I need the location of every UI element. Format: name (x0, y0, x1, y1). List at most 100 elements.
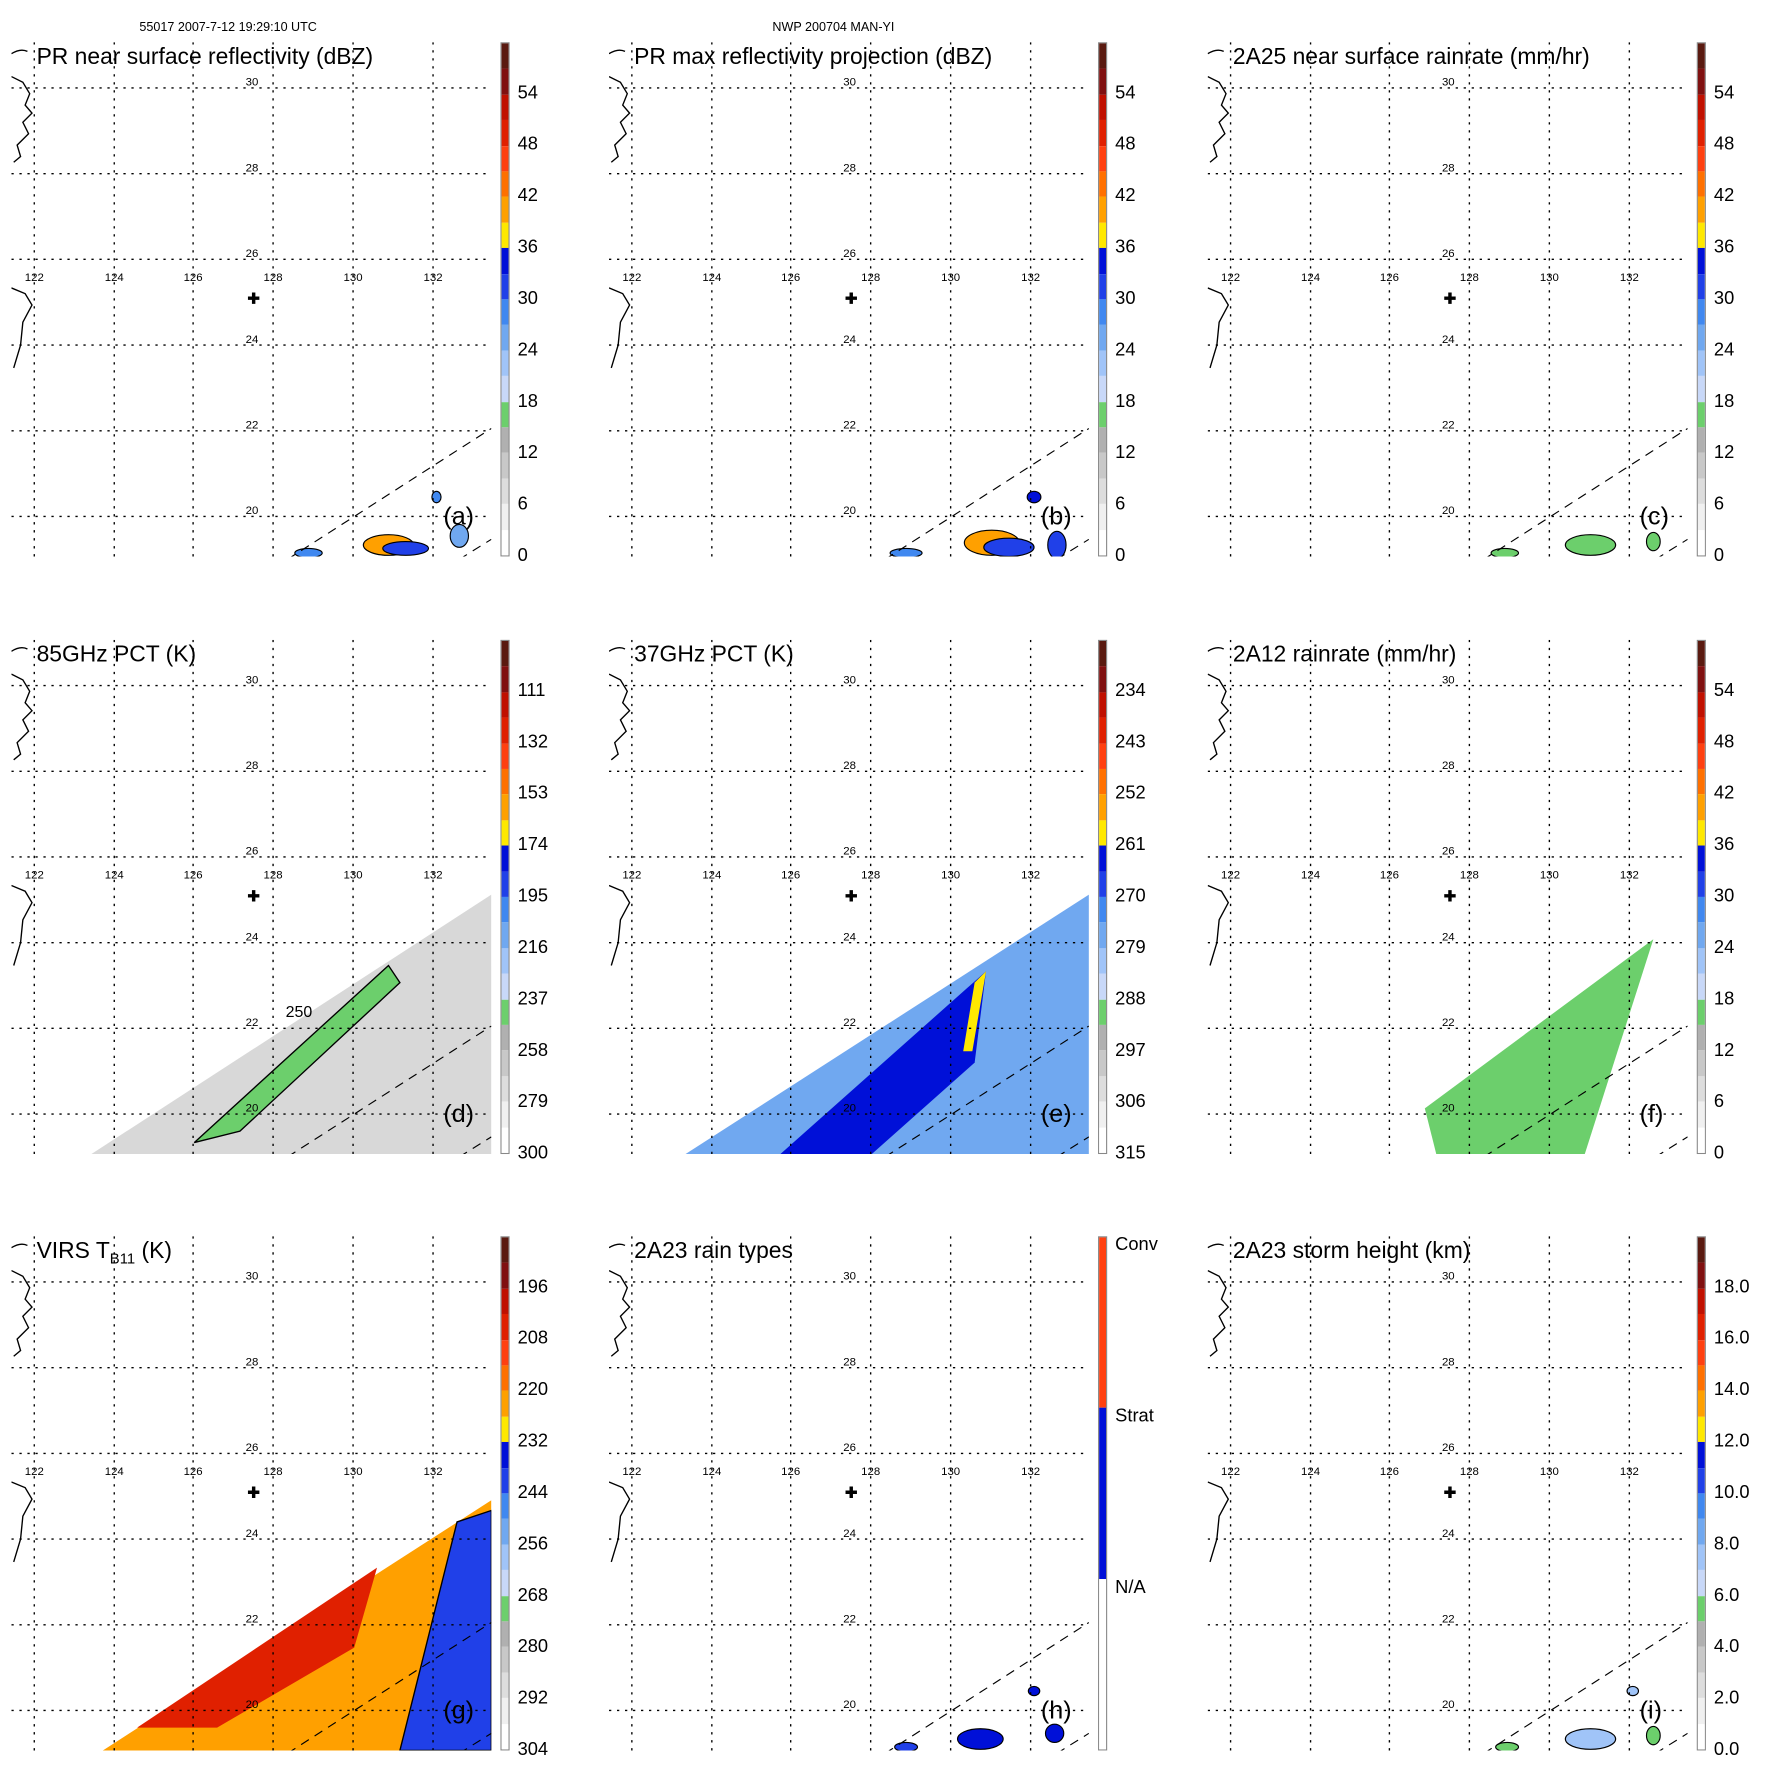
colorbar-tick-label: 24 (517, 340, 538, 360)
colorbar-segment (1697, 1024, 1705, 1051)
colorbar-segment (1697, 692, 1705, 718)
colorbar-tick-label: 292 (517, 1688, 549, 1709)
swath-edge (888, 1025, 1089, 1155)
colorbar-segment (1697, 452, 1705, 479)
panel-c: 30 28 26 24 22 20 122 124 126 128 130 132 2A25 near … (1207, 42, 1771, 579)
precip-cell (1645, 531, 1661, 552)
panel-letter: (g) (443, 1695, 475, 1725)
lat-label: 26 (1442, 1442, 1455, 1454)
colorbar-segment (1697, 68, 1705, 95)
colorbar-segment (501, 794, 509, 821)
panel-letter: (d) (443, 1099, 475, 1128)
lat-label: 28 (843, 1356, 856, 1368)
colorbar-tick-label: 12 (1115, 443, 1136, 463)
lon-label: 126 (781, 1466, 800, 1478)
colorbar-tick-label: 304 (517, 1740, 549, 1760)
panel-title: 2A23 rain types (634, 1239, 793, 1265)
panel-letter: (a) (443, 501, 475, 531)
colorbar-segment (1099, 324, 1107, 351)
colorbar-segment (1697, 504, 1705, 530)
colorbar-segment (501, 871, 509, 897)
colorbar-segment (1697, 1101, 1705, 1128)
colorbar-tick-label: 300 (517, 1143, 549, 1164)
swath-edge (290, 427, 492, 557)
storm-center-cross-icon (845, 292, 857, 304)
map-plot: 30 28 26 24 22 20 122 124 126 128 130 132 (609, 639, 1089, 1155)
lon-label: 132 (1021, 272, 1040, 284)
header-orbit-time: 55017 2007-7-12 19:29:10 UTC (139, 20, 317, 35)
lat-label: 26 (843, 248, 856, 260)
lon-label: 132 (1021, 1466, 1040, 1478)
colorbar-segment (1099, 1408, 1107, 1579)
colorbar-segment (1697, 1672, 1705, 1699)
panel-letter: (b) (1040, 501, 1072, 531)
colorbar-segment (501, 427, 509, 453)
storm-center-cross-icon (845, 1486, 857, 1498)
lon-label: 130 (941, 272, 960, 284)
lat-label: 24 (843, 931, 856, 943)
colorbar-tick-label: 280 (517, 1637, 549, 1657)
colorbar-segment (501, 717, 509, 744)
precip-cell (431, 490, 442, 504)
storm-center-cross-icon (1444, 890, 1456, 902)
colorbar-tick-label: 261 (1115, 835, 1146, 855)
colorbar-segment (1099, 478, 1107, 505)
colorbar-tick-label: 42 (1713, 783, 1735, 804)
colorbar-segment (501, 376, 509, 402)
colorbar-tick-label: 6 (517, 494, 528, 515)
colorbar-segment (1697, 94, 1705, 121)
colorbar-tick-label: 42 (517, 186, 538, 206)
swath-edge (1487, 1025, 1688, 1155)
lon-label: 122 (25, 1466, 44, 1478)
colorbar-segment (501, 1127, 509, 1153)
map-plot: 30 28 26 24 22 20 122 124 126 128 130 132 (11, 42, 492, 557)
lat-label: 24 (1442, 931, 1455, 943)
lon-label: 130 (344, 1466, 363, 1478)
colorbar-segment (1099, 692, 1107, 718)
lat-label: 20 (843, 1103, 856, 1115)
colorbar-segment (501, 743, 509, 769)
colorbar-segment (501, 999, 509, 1025)
lat-label: 30 (246, 1271, 259, 1283)
colorbar-segment (1697, 376, 1705, 402)
colorbar-segment (501, 273, 509, 300)
colorbar-tick-label: 12.0 (1713, 1431, 1750, 1452)
colorbar-segment (1099, 948, 1107, 974)
colorbar-tick-label: 220 (517, 1380, 549, 1400)
precip-cell (1490, 547, 1520, 557)
lat-label: 20 (843, 1699, 856, 1711)
colorbar-segment (501, 1442, 509, 1468)
colorbar-segment (501, 845, 509, 872)
lat-label: 28 (843, 162, 856, 174)
lon-label: 124 (702, 1466, 722, 1478)
colorbar-tick-label: 258 (517, 1040, 549, 1061)
lon-label: 128 (264, 1466, 283, 1478)
lon-label: 124 (1301, 1466, 1321, 1478)
colorbar-segment (501, 1024, 509, 1051)
lon-label: 126 (1380, 272, 1399, 284)
panel-g: 30 28 26 24 22 20 122 124 126 128 130 132 VIRS TB11 … (11, 1236, 605, 1773)
colorbar-segment (1099, 504, 1107, 530)
storm-center-cross-icon (247, 1486, 260, 1498)
colorbar (1098, 42, 1108, 557)
lon-label: 126 (184, 1466, 203, 1478)
panel-title-suffix: (K) (135, 1238, 172, 1264)
panel-a: 30 28 26 24 22 20 122 124 126 128 130 132 PR near su… (11, 42, 605, 579)
colorbar-segment (501, 1416, 509, 1443)
colorbar (1696, 639, 1706, 1155)
lon-label: 124 (1301, 272, 1321, 284)
panel-title: 37GHz PCT (K) (634, 642, 794, 668)
colorbar-segment (1697, 743, 1705, 769)
colorbar-segment (1099, 717, 1107, 744)
colorbar-segment (1697, 1646, 1705, 1673)
colorbar-segment (501, 640, 509, 667)
colorbar-tick-label: 36 (1115, 237, 1136, 258)
lon-label: 128 (1460, 1466, 1479, 1478)
colorbar-segment (501, 1518, 509, 1545)
lon-label: 126 (1380, 870, 1399, 882)
panel-letter: (f) (1639, 1099, 1664, 1128)
coastline (11, 49, 33, 369)
colorbar-segment (501, 171, 509, 197)
colorbar-tick-label: 48 (1713, 732, 1735, 752)
colorbar-segment (501, 820, 509, 846)
